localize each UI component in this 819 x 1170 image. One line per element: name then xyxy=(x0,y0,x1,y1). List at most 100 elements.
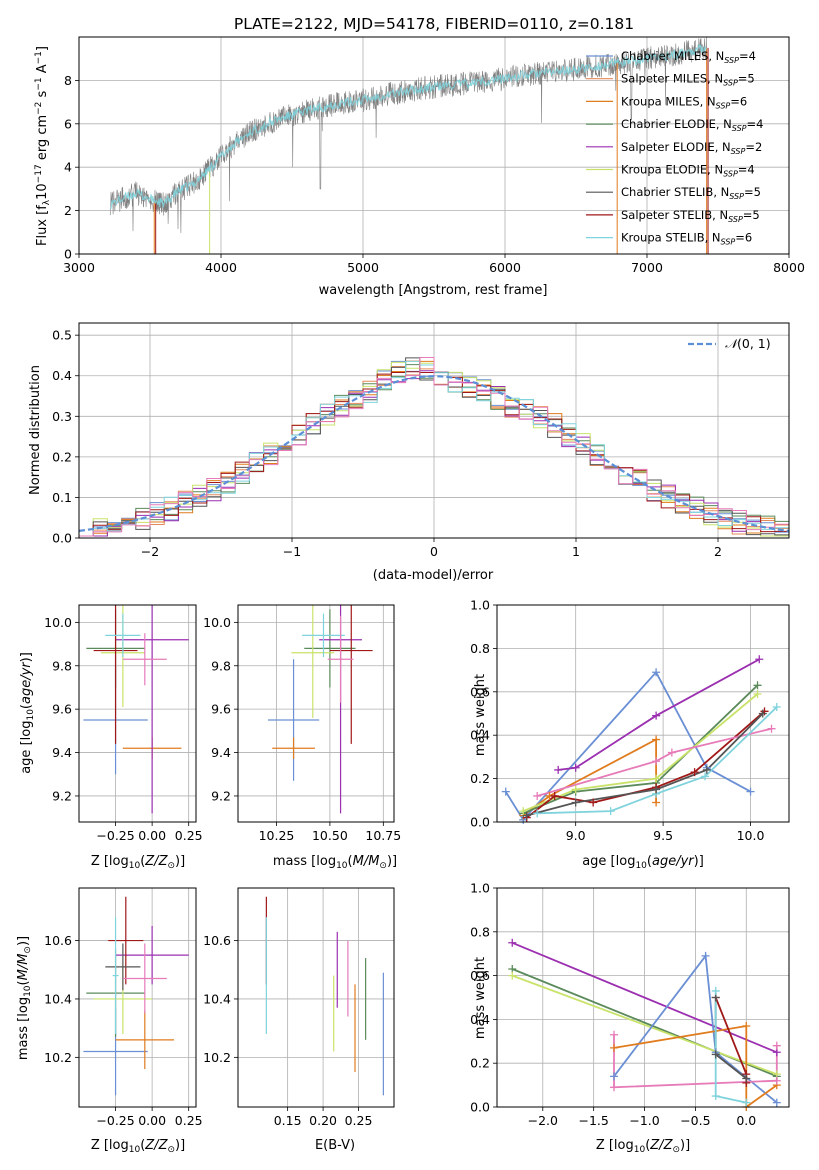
axes-frame xyxy=(496,604,790,823)
plot-area xyxy=(83,896,189,1096)
weight-line xyxy=(536,727,772,797)
legend-label: Kroupa MILES, NSSP=6 xyxy=(621,94,747,110)
plus-marker xyxy=(711,1050,720,1059)
age-weight-panel: 9.0 9.5 10.0 0.0 0.2 0.4 0.6 0.8 1.0 xyxy=(470,598,790,843)
legend-label: Salpeter STELIB, NSSP=5 xyxy=(621,208,760,224)
mass-age-xlabel: mass [log10(M/M⊙)] xyxy=(273,854,397,871)
y-tick-label: 0.4 xyxy=(470,728,490,743)
weight-line xyxy=(613,1024,778,1107)
plus-marker xyxy=(652,798,661,807)
plus-marker xyxy=(550,791,559,800)
y-tick-label: 0 xyxy=(64,247,72,262)
ebv-mass-panel: 0.15 0.20 0.25 10.2 10.4 10.6 xyxy=(203,887,395,1128)
y-tick-label: 0.2 xyxy=(470,771,490,786)
x-tick-label: −1.0 xyxy=(629,1113,659,1128)
spectrum-xlabel: wavelength [Angstrom, rest frame] xyxy=(319,283,548,298)
plot-area xyxy=(83,605,189,814)
y-tick-label: 6 xyxy=(64,116,72,131)
x-tick-label: 6000 xyxy=(489,260,521,275)
weight-line xyxy=(522,693,759,812)
axes-frame xyxy=(78,36,790,255)
y-tick-label: 10.2 xyxy=(44,1050,72,1065)
plus-marker xyxy=(711,1092,720,1101)
plus-marker xyxy=(742,1098,751,1107)
plus-marker xyxy=(508,971,517,980)
x-tick-label: 0.25 xyxy=(175,828,203,843)
legend-label: Kroupa ELODIE, NSSP=4 xyxy=(621,163,755,179)
z-mass-xlabel: Z [log10(Z/Z⊙)] xyxy=(91,1138,185,1155)
plus-marker xyxy=(746,787,755,796)
plus-marker xyxy=(519,807,528,816)
plus-marker xyxy=(753,689,762,698)
legend-label: Chabrier ELODIE, NSSP=4 xyxy=(621,117,763,133)
x-tick-label: 5000 xyxy=(347,260,379,275)
x-tick-label: 0.00 xyxy=(138,828,166,843)
x-tick-label: 0.0 xyxy=(736,1113,756,1128)
x-tick-label: −2 xyxy=(141,544,159,559)
x-tick-label: −0.25 xyxy=(96,828,134,843)
z-age-ylabel: age [log10(age/yr)] xyxy=(19,652,36,774)
plus-marker xyxy=(772,1041,781,1050)
plus-marker xyxy=(610,1083,619,1092)
age-weight-ylabel: mass weight xyxy=(473,674,488,756)
plot-area xyxy=(79,357,789,537)
plus-marker xyxy=(742,1074,751,1083)
weight-line xyxy=(613,1034,778,1089)
x-tick-label: 0.20 xyxy=(309,1113,337,1128)
y-tick-label: 9.6 xyxy=(52,702,72,717)
y-tick-label: 1.0 xyxy=(470,881,490,896)
y-tick-label: 9.4 xyxy=(52,745,72,760)
legend-label: Kroupa STELIB, NSSP=6 xyxy=(621,231,752,247)
plus-marker xyxy=(701,772,710,781)
x-tick-label: 1 xyxy=(572,544,580,559)
plus-marker xyxy=(701,951,710,960)
y-tick-label: 0.2 xyxy=(52,449,72,464)
axes-frame xyxy=(78,604,197,823)
plus-marker xyxy=(610,1030,619,1039)
axes-frame xyxy=(78,887,197,1108)
plus-marker xyxy=(652,668,661,677)
y-tick-label: 10.2 xyxy=(203,1050,231,1065)
z-mass-panel: −0.25 0.00 0.25 10.2 10.4 10.6 xyxy=(44,887,203,1128)
plus-marker xyxy=(571,798,580,807)
spectrum-ylabel: Flux [fλ10−17 erg cm−2 s−1 A−1] xyxy=(34,46,52,246)
y-tick-label: 10.6 xyxy=(44,933,72,948)
plus-marker xyxy=(772,1076,781,1085)
y-tick-label: 0.8 xyxy=(470,924,490,939)
residuals-ylabel: Normed distribution xyxy=(28,365,43,495)
weight-line xyxy=(522,684,759,815)
axes-frame xyxy=(78,322,790,539)
plus-marker xyxy=(753,681,762,690)
plus-marker xyxy=(742,1021,751,1030)
y-tick-label: 9.6 xyxy=(211,702,231,717)
y-tick-label: 0.0 xyxy=(470,815,490,830)
z-mass-ylabel: mass [log10(M/M⊙)] xyxy=(16,936,33,1060)
axes-frame xyxy=(496,887,790,1108)
axes-frame xyxy=(237,604,395,823)
legend-label: 𝒩(0, 1) xyxy=(725,336,771,351)
plot-area xyxy=(267,605,373,814)
legend-label: Salpeter ELODIE, NSSP=2 xyxy=(621,140,762,156)
plus-marker xyxy=(533,809,542,818)
y-tick-label: 0.4 xyxy=(470,1012,490,1027)
y-tick-label: 0.0 xyxy=(470,1100,490,1115)
y-tick-label: 4 xyxy=(64,160,72,175)
y-tick-label: 10.0 xyxy=(203,615,231,630)
x-tick-label: −1.5 xyxy=(578,1113,608,1128)
x-tick-label: 10.25 xyxy=(259,828,295,843)
plus-marker xyxy=(690,768,699,777)
axes-frame xyxy=(237,887,395,1108)
x-tick-label: 0.25 xyxy=(175,1113,203,1128)
x-tick-label: 0.00 xyxy=(138,1113,166,1128)
z-age-panel: −0.25 0.00 0.25 9.2 9.4 9.6 9.8 10.0 xyxy=(44,604,203,843)
z-weight-xlabel: Z [log10(Z/Z⊙)] xyxy=(596,1138,690,1155)
y-tick-label: 9.8 xyxy=(211,658,231,673)
plus-marker xyxy=(667,748,676,757)
plus-marker xyxy=(652,735,661,744)
weight-line xyxy=(558,658,760,771)
x-tick-label: 3000 xyxy=(63,260,95,275)
y-tick-label: 2 xyxy=(64,203,72,218)
x-tick-label: −0.5 xyxy=(680,1113,710,1128)
x-tick-label: 9.5 xyxy=(653,828,673,843)
